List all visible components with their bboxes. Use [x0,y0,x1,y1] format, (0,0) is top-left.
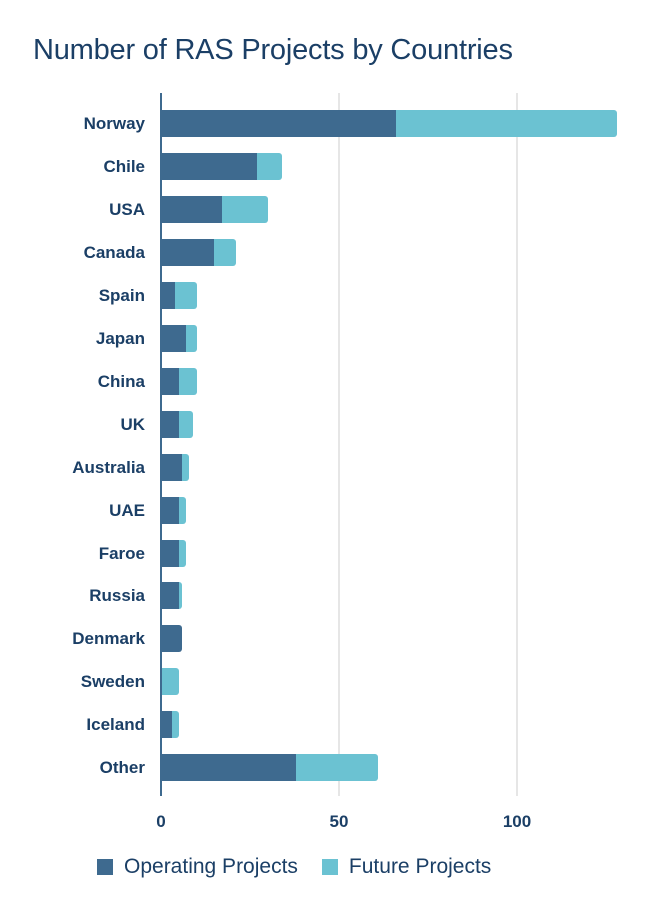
bar-future[interactable] [182,453,190,481]
chart-title: Number of RAS Projects by Countries [33,34,513,66]
category-label: China [97,371,145,391]
bar-future[interactable] [178,367,197,395]
bar-operating[interactable] [161,110,396,137]
gridline-50 [338,93,340,796]
category-label: Faroe [98,543,145,563]
bar-future[interactable] [221,195,268,223]
bar-operating[interactable] [161,625,183,653]
x-tick-100: 100 [502,812,532,831]
bar-operating[interactable] [161,367,179,395]
bar-future[interactable] [395,110,617,137]
category-label: Canada [83,242,145,262]
x-tick-0: 0 [156,812,166,831]
bar-operating[interactable] [161,754,297,782]
category-label: Russia [89,586,145,606]
category-label: Spain [98,285,145,305]
bar-operating[interactable] [161,281,176,309]
category-label: Other [99,758,145,778]
legend-swatch-future [321,859,338,875]
bar-operating[interactable] [161,582,179,610]
bar-operating[interactable] [161,152,258,180]
bar-future[interactable] [178,582,183,610]
bar-future[interactable] [257,152,283,180]
category-label: Chile [103,156,145,176]
bar-future[interactable] [178,539,186,567]
plot-area: Norway Chile USA Canada Spain Japan China UK Aus… [72,93,631,796]
legend-swatch-operating [97,859,113,875]
bar-operating[interactable] [161,324,186,352]
bar-future[interactable] [296,754,379,782]
category-label: UAE [109,500,145,520]
bar-future[interactable] [175,281,197,309]
bar-operating[interactable] [161,410,179,438]
bar-operating[interactable] [161,711,172,739]
category-label: Japan [95,328,145,348]
category-label: USA [109,199,145,219]
bar-future[interactable] [178,410,194,438]
category-label: Australia [72,457,145,477]
category-label: Denmark [72,629,145,649]
category-label: UK [120,414,145,434]
bar-operating[interactable] [161,539,179,567]
bar-operating[interactable] [161,238,215,266]
bar-operating[interactable] [161,453,183,481]
bar-operating[interactable] [161,496,179,524]
legend-item-operating[interactable]: Operating Projects [97,855,298,879]
bar-future[interactable] [171,711,179,739]
bar-future[interactable] [161,668,179,696]
category-label: Iceland [86,715,145,735]
y-axis-line [160,93,162,796]
category-label: Sweden [80,672,145,692]
legend: Operating Projects Future Projects [97,855,515,879]
category-label: Norway [83,114,145,133]
legend-label-future: Future Projects [348,855,492,878]
bar-operating[interactable] [161,195,222,223]
legend-label-operating: Operating Projects [124,855,298,878]
bar-future[interactable] [185,324,197,352]
bar-future[interactable] [214,238,236,266]
x-tick-50: 50 [329,812,349,831]
gridline-100 [516,93,518,796]
bar-future[interactable] [178,496,186,524]
legend-item-future[interactable]: Future Projects [321,855,492,879]
